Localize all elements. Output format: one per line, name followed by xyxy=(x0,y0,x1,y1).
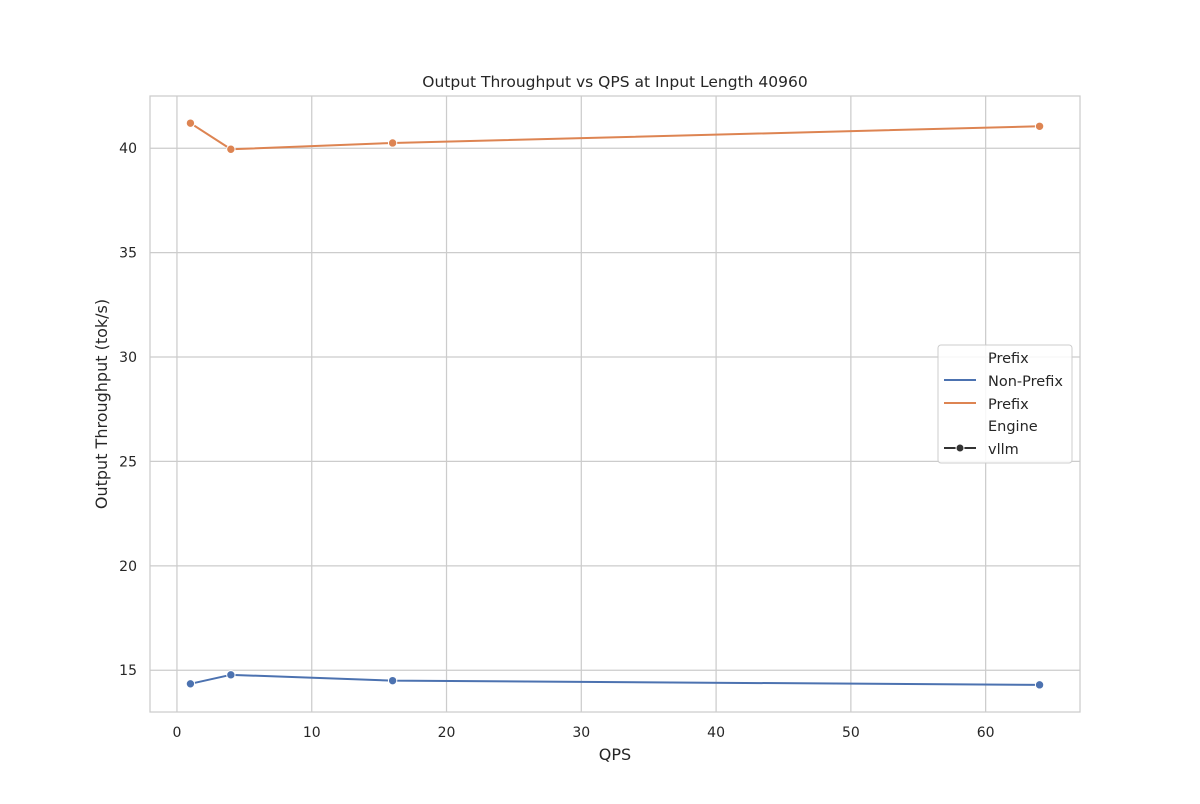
data-point-non-prefix xyxy=(387,675,398,686)
y-axis-label: Output Throughput (tok/s) xyxy=(92,299,111,509)
legend-marker-vllm xyxy=(955,443,965,453)
y-tick-label: 40 xyxy=(119,141,137,157)
series-line-non-prefix xyxy=(189,673,1041,686)
legend-label-prefix: Prefix xyxy=(988,397,1029,413)
y-tick-label: 15 xyxy=(119,663,137,679)
legend-label-non-prefix: Non-Prefix xyxy=(988,374,1063,390)
series-non-prefix xyxy=(185,670,1045,690)
legend-style-title: Engine xyxy=(988,419,1038,435)
data-point-prefix xyxy=(387,138,398,148)
x-tick-label: 20 xyxy=(438,725,456,741)
grid xyxy=(150,96,1080,712)
x-tick-label: 10 xyxy=(303,725,321,741)
chart-title: Output Throughput vs QPS at Input Length… xyxy=(422,73,807,91)
data-point-non-prefix xyxy=(1034,680,1045,690)
y-tick-label: 35 xyxy=(119,246,137,262)
y-tick-label: 20 xyxy=(119,559,137,575)
x-tick-label: 50 xyxy=(842,725,860,741)
legend: Prefix Non-Prefix Prefix Engine vllm xyxy=(937,344,1073,464)
data-point-non-prefix xyxy=(226,670,236,680)
x-tick-label: 30 xyxy=(572,725,590,741)
x-tick-label: 60 xyxy=(977,725,995,741)
plot-frame xyxy=(149,95,1081,713)
tick-labels: 0 10 20 30 40 50 60 15 20 25 30 35 40 xyxy=(119,141,994,741)
x-tick-label: 40 xyxy=(707,725,725,741)
series-prefix xyxy=(185,118,1045,154)
x-axis-label: QPS xyxy=(599,745,631,764)
data-point-non-prefix xyxy=(185,679,196,689)
legend-hue-title: Prefix xyxy=(988,351,1029,367)
data-point-prefix xyxy=(1034,121,1045,131)
data-point-prefix xyxy=(226,144,236,154)
legend-label-vllm: vllm xyxy=(988,442,1019,458)
series-line-prefix xyxy=(189,122,1041,151)
legend-frame xyxy=(937,344,1073,464)
x-tick-label: 0 xyxy=(172,725,181,741)
series-layer xyxy=(185,118,1045,690)
y-tick-label: 25 xyxy=(119,454,137,470)
data-point-prefix xyxy=(185,118,196,128)
y-tick-label: 30 xyxy=(119,350,137,366)
